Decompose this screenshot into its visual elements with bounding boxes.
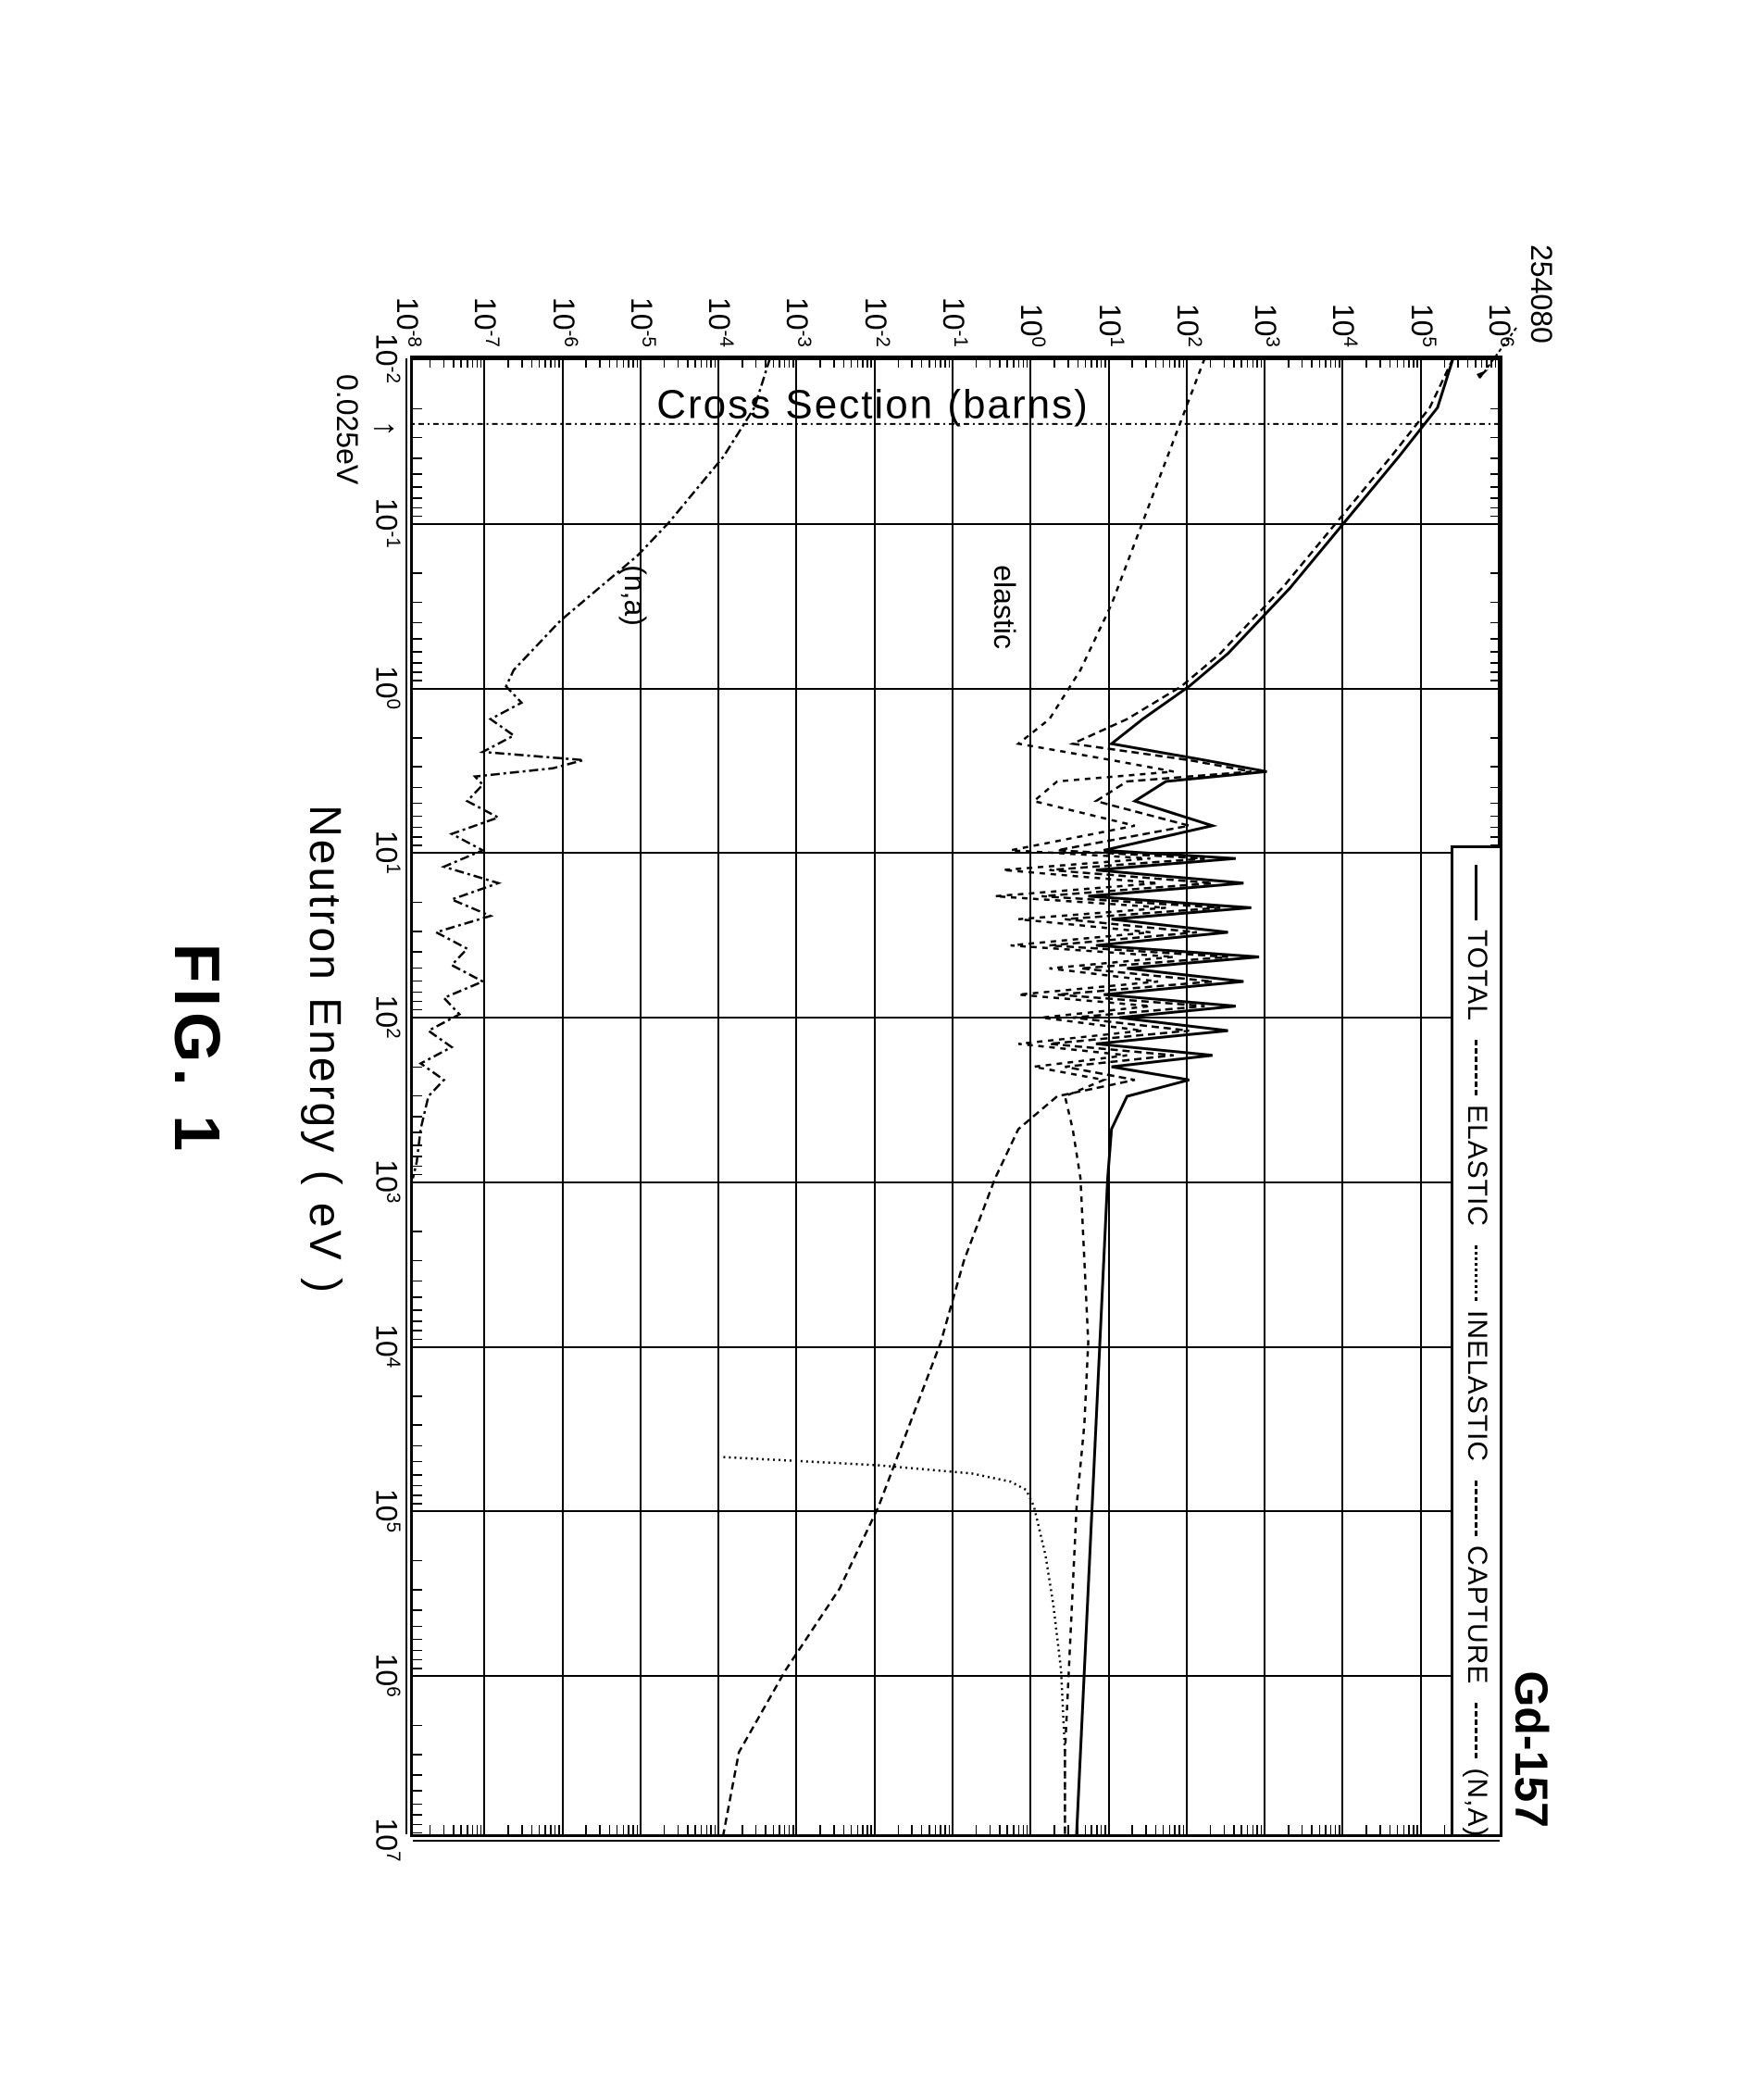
ytick: 10-7 (467, 297, 503, 358)
ytick: 102 (1170, 304, 1205, 358)
legend: TOTAL ELASTIC INELASTIC CAPTURE (1451, 845, 1502, 1837)
ytick: 10-2 (857, 297, 892, 358)
legend-total: TOTAL (1461, 865, 1492, 1021)
xtick: 101 (368, 831, 413, 874)
xtick: 10-2 (368, 333, 413, 383)
thermal-arrow: ↑ (367, 420, 405, 437)
y-axis-label: Cross Section (barns) (656, 382, 1089, 429)
xtick: 103 (368, 1159, 413, 1203)
ytick: 10-5 (624, 297, 659, 358)
elastic-annotation: elastic (987, 565, 1021, 649)
plot-svg (413, 358, 1500, 1834)
na-annotation: (n,a) (617, 565, 652, 626)
thermal-label: 0.025eV (330, 374, 364, 484)
legend-inelastic: INELASTIC (1461, 1245, 1492, 1462)
legend-elastic: ELASTIC (1461, 1040, 1492, 1227)
xtick: 105 (368, 1489, 413, 1532)
ytick: 104 (1326, 304, 1361, 358)
xtick: 100 (368, 666, 413, 709)
ytick: 10-3 (779, 297, 815, 358)
xtick: 106 (368, 1654, 413, 1697)
ytick: 10-4 (702, 297, 737, 358)
legend-capture: CAPTURE (1461, 1481, 1492, 1684)
callout-arrow (1465, 309, 1521, 393)
ytick: 10-1 (936, 297, 971, 358)
xtick: 107 (368, 1818, 413, 1861)
xtick: 102 (368, 995, 413, 1039)
isotope-label: Gd-157 (1504, 1670, 1558, 1828)
chart-container: Gd-157 254080 TOTAL ELASTIC I (132, 124, 1614, 1976)
legend-na: (N,A) (1461, 1703, 1492, 1837)
figure-label: FIG. 1 (160, 944, 234, 1156)
ytick: 101 (1091, 304, 1127, 358)
peak-callout: 254080 (1524, 244, 1558, 344)
ytick: 103 (1248, 304, 1283, 358)
plot-area: TOTAL ELASTIC INELASTIC CAPTURE (410, 356, 1502, 1837)
xtick: 10-1 (368, 498, 413, 548)
xtick: 104 (368, 1324, 413, 1368)
ytick: 10-6 (545, 297, 580, 358)
ytick: 100 (1014, 304, 1049, 358)
ytick: 105 (1403, 304, 1439, 358)
x-axis-label: Neutron Energy ( eV ) (299, 805, 350, 1295)
